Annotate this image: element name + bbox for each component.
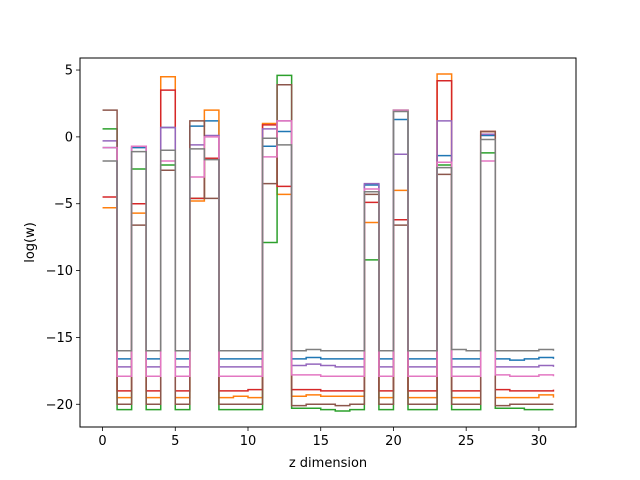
x-tick-label: 0: [98, 434, 106, 449]
series-line-8: [102, 110, 555, 352]
plot-frame: [79, 57, 577, 428]
x-axis-label: z dimension: [289, 456, 367, 471]
y-tick-label: 5: [65, 64, 73, 79]
x-tick-label: 15: [312, 434, 329, 449]
x-tick-label: 5: [171, 434, 179, 449]
y-tick-label: −20: [46, 398, 73, 413]
y-axis: 5 0 −5 −10 −15 −20: [46, 64, 80, 413]
y-tick-label: −15: [46, 331, 73, 346]
y-tick-label: 0: [65, 130, 73, 145]
x-tick-label: 10: [240, 434, 257, 449]
y-tick-label: −5: [54, 197, 73, 212]
x-axis: 0 5 10 15 20 25 30: [98, 427, 547, 449]
y-tick-label: −10: [46, 264, 73, 279]
y-axis-label: log(w): [23, 222, 38, 263]
series-layer: [102, 73, 555, 412]
x-tick-label: 25: [458, 434, 475, 449]
x-tick-label: 20: [385, 434, 402, 449]
x-tick-label: 30: [531, 434, 548, 449]
